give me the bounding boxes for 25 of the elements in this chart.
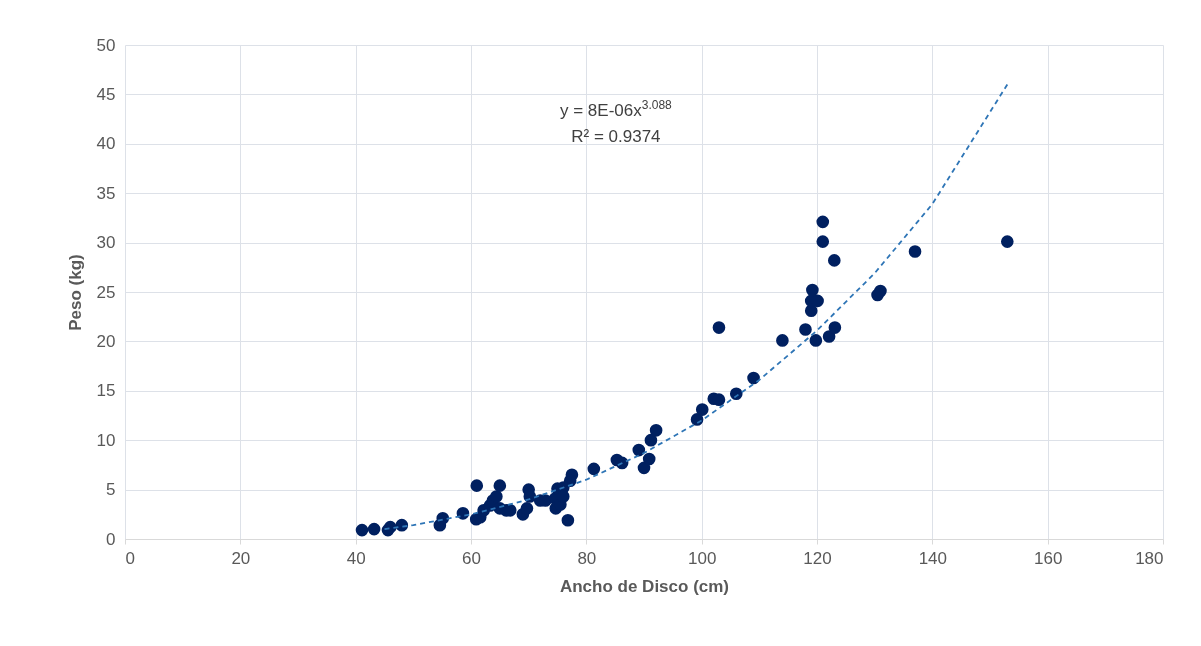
x-tick-label: 0 [125, 548, 135, 568]
x-tick-label: 100 [687, 548, 717, 568]
x-axis-title: Ancho de Disco (cm) [559, 576, 730, 596]
x-tick-label: 20 [231, 548, 251, 568]
y-axis-title: Peso (kg) [65, 254, 85, 331]
x-tick-label: 140 [918, 548, 948, 568]
y-tick-label: 25 [96, 282, 116, 302]
x-tick-label: 180 [1135, 548, 1164, 568]
y-tick-label: 30 [96, 233, 116, 253]
y-tick-label: 0 [106, 529, 116, 549]
y-tick-label: 45 [96, 84, 116, 104]
x-tick-label: 60 [462, 548, 481, 568]
y-tick-label: 10 [96, 430, 116, 450]
y-tick-label: 15 [96, 381, 116, 401]
y-tick-label: 5 [106, 480, 116, 500]
x-tick-label: 40 [346, 548, 366, 568]
y-tick-label: 50 [96, 35, 116, 55]
x-tick-label: 160 [1033, 548, 1063, 568]
y-tick-label: 20 [96, 331, 116, 351]
x-tick-label: 80 [577, 548, 597, 568]
annotation: y = 8E-06x$^{3.088}$ [560, 97, 672, 122]
y-tick-label: 35 [96, 183, 116, 203]
y-tick-label: 40 [96, 134, 116, 154]
annotation: R² = 0.9374 [570, 125, 662, 148]
x-tick-label: 120 [803, 548, 832, 568]
